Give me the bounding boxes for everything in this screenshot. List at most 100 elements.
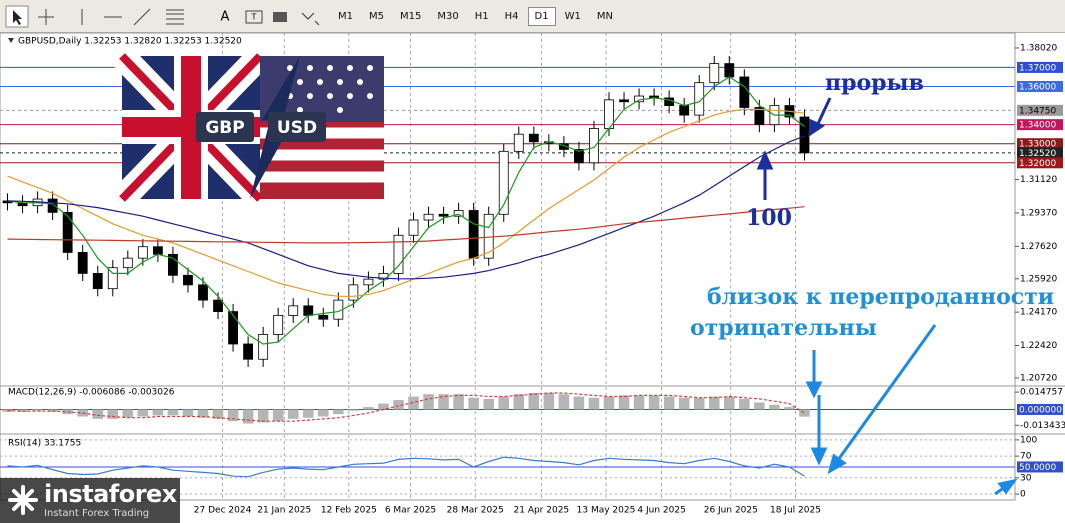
x-tick-label: 4 Jun 2025 — [637, 506, 685, 516]
annotation-arrows — [756, 97, 1018, 496]
x-tick-label: 21 Jan 2025 — [257, 506, 311, 516]
candle-body — [168, 253, 178, 276]
histogram-bar — [633, 395, 645, 410]
annotation: 100 — [746, 205, 792, 231]
text-tool[interactable]: A — [221, 10, 230, 25]
candle-body — [273, 314, 284, 335]
candle-body — [694, 82, 705, 116]
flag-label: GBP — [205, 118, 244, 138]
timeframe-button[interactable]: M30 — [437, 10, 459, 22]
series-line — [7, 108, 805, 297]
candle-body — [453, 210, 464, 217]
histogram-bar — [302, 409, 314, 418]
candle-body — [513, 133, 524, 152]
histogram-bar — [468, 397, 479, 410]
candle-body — [468, 210, 479, 259]
candle-body — [303, 305, 314, 316]
timeframe-button[interactable]: M15 — [400, 10, 422, 22]
level-label-box — [1017, 80, 1063, 92]
series-line — [7, 456, 805, 478]
series-line — [7, 206, 805, 244]
histogram-bar — [483, 398, 494, 410]
level-label-box — [1017, 119, 1063, 131]
histogram-bar — [708, 396, 720, 410]
histogram-bar — [423, 394, 434, 410]
candle-body — [198, 284, 208, 301]
level-label: 1.34750 — [1019, 106, 1056, 116]
candle-body — [258, 334, 269, 360]
candle-body — [152, 246, 163, 255]
histogram-bar — [152, 409, 164, 416]
y-tick-label: 1.29370 — [1020, 208, 1057, 218]
timeframe-button[interactable]: MN — [596, 10, 613, 22]
histogram-bar — [363, 407, 374, 410]
flag-image: GBP USD — [112, 46, 384, 209]
timeframe-button[interactable]: H1 — [474, 10, 489, 22]
level-label-box — [1017, 104, 1063, 116]
histogram-bar — [498, 396, 510, 410]
histogram-bar — [212, 409, 224, 419]
y-tick-label: 1.27620 — [1020, 242, 1057, 252]
candle-body — [679, 105, 690, 116]
histogram-bar — [137, 409, 149, 417]
timeframe-button[interactable]: M5 — [369, 10, 384, 22]
candle-body — [528, 133, 539, 143]
histogram-bar — [799, 409, 810, 417]
histogram-bar — [333, 409, 344, 415]
annotation: близок к перепроданности — [707, 284, 1055, 310]
candle-body — [107, 267, 118, 290]
timeframe-button[interactable]: M1 — [338, 10, 353, 22]
candle-body — [393, 234, 404, 274]
timeframe-button[interactable]: D1 — [527, 6, 556, 26]
histogram-bar — [32, 409, 43, 411]
histogram-bar — [242, 409, 254, 424]
histogram-bar — [769, 404, 780, 410]
candle-body — [589, 128, 599, 164]
series-line — [7, 76, 805, 345]
level-label: 1.34000 — [1019, 121, 1056, 131]
level-label: 0.000000 — [1019, 405, 1062, 415]
tool-icons: A T — [5, 5, 320, 28]
x-tick-label: 27 Dec 2024 — [194, 506, 252, 516]
logo: instaforex Instant Forex Trading — [0, 478, 180, 523]
candle-body — [408, 219, 419, 236]
histogram-bar — [408, 396, 419, 410]
histogram-bar — [393, 400, 404, 410]
histogram-bar — [257, 409, 269, 423]
candle-body — [739, 76, 750, 108]
x-tick-label: 21 Apr 2025 — [514, 506, 570, 516]
candle-body — [558, 143, 569, 150]
y-tick-label: 1.20720 — [1020, 373, 1057, 383]
level-label: 1.33000 — [1019, 140, 1056, 150]
candle-body — [619, 99, 629, 103]
timeframe-button[interactable]: W1 — [564, 10, 581, 22]
histogram-bar — [558, 394, 570, 410]
histogram-bar — [453, 394, 464, 410]
y-tick-label: 0.014757 — [1020, 388, 1063, 398]
histogram-bar — [528, 393, 540, 410]
histogram-bar — [724, 396, 735, 410]
x-tick-label: 18 Jul 2025 — [770, 506, 821, 516]
candle-body — [213, 299, 223, 312]
y-tick-label: 0 — [1020, 490, 1026, 500]
histogram-bar — [513, 394, 525, 410]
level-label: 1.32000 — [1019, 159, 1056, 169]
histogram-bar — [618, 395, 630, 410]
histogram-bar — [92, 409, 104, 419]
y-tick-label: 1.31120 — [1020, 175, 1057, 185]
logo-icon — [8, 485, 38, 515]
y-tick-label: 70 — [1020, 452, 1032, 462]
logo-tagline: Instant Forex Trading — [44, 508, 150, 519]
candle-body — [228, 311, 238, 345]
histogram-bar — [197, 409, 209, 418]
candle-body — [709, 63, 720, 84]
histogram-bar — [438, 394, 449, 410]
histogram-bar — [378, 403, 389, 410]
y-tick-label: 1.38020 — [1020, 43, 1057, 53]
pane-title: RSI(14) 33.1755 — [8, 439, 81, 449]
histogram-bar — [182, 409, 194, 417]
candle-body — [77, 252, 88, 274]
y-tick-label: 30 — [1020, 473, 1032, 483]
series-line — [7, 135, 805, 280]
timeframe-button[interactable]: H4 — [504, 10, 519, 22]
